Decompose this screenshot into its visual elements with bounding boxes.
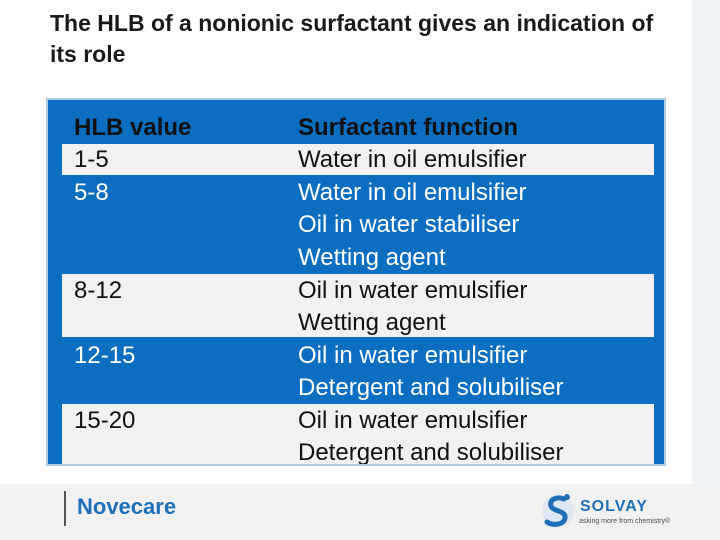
- brand-divider: [64, 491, 66, 526]
- function-cell: Detergent and solubiliser: [298, 439, 564, 466]
- table-row: Oil in water stabiliser: [48, 208, 664, 241]
- function-cell: Oil in water emulsifier: [298, 277, 528, 304]
- function-cell: Oil in water stabiliser: [298, 211, 520, 238]
- header-surfactant-function: Surfactant function: [298, 114, 518, 141]
- header-hlb-value: HLB value: [74, 114, 192, 141]
- function-cell: Water in oil emulsifier: [298, 146, 527, 173]
- footer-bar: Novecare SOLVAY asking more from chemist…: [0, 484, 720, 540]
- function-cell: Wetting agent: [298, 309, 446, 336]
- table-band: [62, 144, 654, 175]
- function-cell: Water in oil emulsifier: [298, 179, 527, 206]
- table-band: [62, 274, 654, 337]
- function-cell: Oil in water emulsifier: [298, 407, 528, 434]
- novecare-brand: Novecare: [77, 494, 177, 519]
- hlb-cell: 1-5: [74, 146, 109, 173]
- function-cell: Wetting agent: [298, 244, 446, 271]
- table-row: Wetting agent: [48, 241, 664, 274]
- hlb-cell: 5-8: [74, 179, 109, 206]
- table-row: 15-20 Oil in water emulsifier: [48, 404, 664, 437]
- table-row: Detergent and solubiliser: [48, 371, 664, 404]
- table-band: [62, 404, 654, 464]
- hlb-cell: 8-12: [74, 277, 123, 304]
- solvay-s-icon: [542, 494, 574, 527]
- function-cell: Oil in water emulsifier: [298, 342, 528, 369]
- table-row: 1-5 Water in oil emulsifier: [48, 143, 664, 176]
- solvay-tagline: asking more from chemistry®: [579, 518, 671, 525]
- table-header-row: HLB value Surfactant function: [48, 111, 664, 144]
- slide-title: The HLB of a nonionic surfactant gives a…: [50, 10, 654, 67]
- solvay-logo-name: SOLVAY: [580, 498, 648, 515]
- table-row: 12-15 Oil in water emulsifier: [48, 339, 664, 372]
- hlb-table: HLB value Surfactant function 1-5 Water …: [46, 98, 666, 466]
- hlb-cell: 15-20: [74, 407, 136, 434]
- table-row: Wetting agent: [48, 306, 664, 339]
- function-cell: Detergent and solubiliser: [298, 374, 564, 401]
- table-row: Detergent and solubiliser: [48, 436, 664, 466]
- side-strip: [692, 0, 720, 540]
- table-row: 8-12 Oil in water emulsifier: [48, 274, 664, 307]
- hlb-cell: 12-15: [74, 342, 136, 369]
- table-row: 5-8 Water in oil emulsifier: [48, 176, 664, 209]
